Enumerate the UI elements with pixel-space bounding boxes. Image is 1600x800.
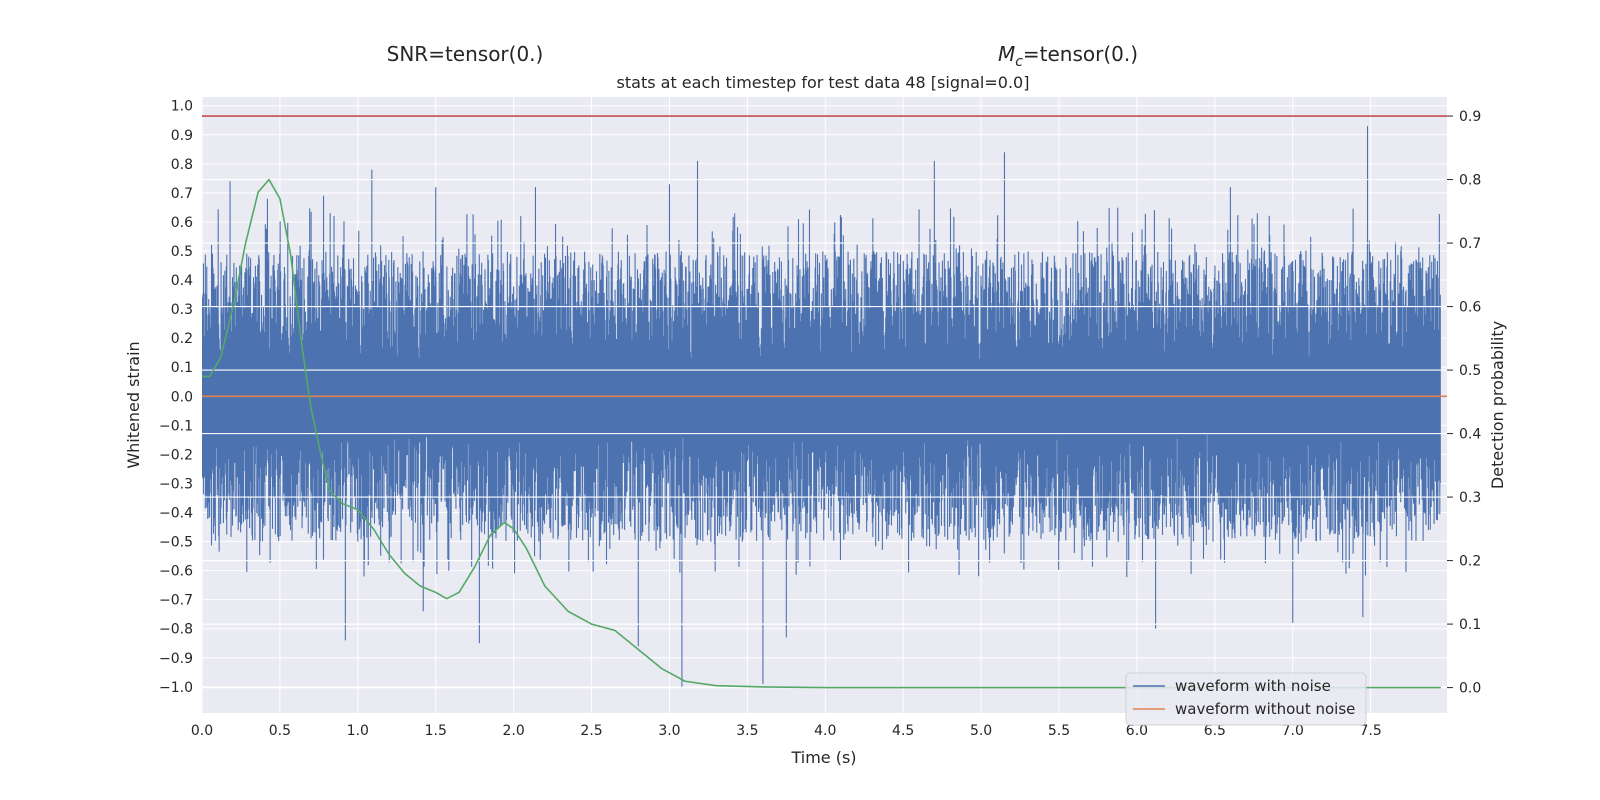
x-tick-label: 2.0 xyxy=(503,723,525,739)
x-tick-label: 7.5 xyxy=(1360,723,1382,739)
overlay-layer xyxy=(202,115,1447,689)
x-tick-label: 7.0 xyxy=(1282,723,1304,739)
y-left-tick-label: −1.0 xyxy=(159,680,193,696)
series-waveform-with-noise xyxy=(202,126,1441,687)
y-right-axis-label: Detection probability xyxy=(1488,321,1507,489)
y-right-tick-label: 0.0 xyxy=(1459,681,1481,697)
y-left-tick-label: 0.0 xyxy=(171,389,193,405)
y-left-tick-label: 0.8 xyxy=(171,157,193,173)
y-left-tick-label: −0.3 xyxy=(159,476,193,492)
x-tick-label: 0.5 xyxy=(269,723,291,739)
y-left-tick-label: 1.0 xyxy=(171,99,193,115)
y-left-tick-label: 0.2 xyxy=(171,331,193,347)
y-left-tick-label: −0.5 xyxy=(159,535,193,551)
series-detection-probability xyxy=(202,178,1441,689)
mc-subscript: c xyxy=(1015,54,1023,70)
x-axis-ticks: 0.0 0.5 1.0 1.5 2.0 2.5 3.0 3.5 4.0 4.5 5.0 5.5 6.0 6… xyxy=(191,723,1382,739)
y-left-tick-label: 0.6 xyxy=(171,215,193,231)
snr-title: SNR=tensor(0.) xyxy=(387,42,544,66)
y-right-tick-label: 0.6 xyxy=(1459,300,1481,316)
x-tick-label: 0.0 xyxy=(191,723,213,739)
legend-label-noise: waveform with noise xyxy=(1175,677,1331,695)
right-grid-lines xyxy=(202,115,1447,689)
y-right-axis-ticks: 0.9 0.8 0.7 0.6 0.5 0.4 0.3 0.2 0.1 0.0 xyxy=(1447,109,1481,697)
mc-title: Mc=tensor(0.) xyxy=(998,42,1138,70)
x-axis-label: Time (s) xyxy=(790,748,856,767)
y-right-tick-label: 0.2 xyxy=(1459,554,1481,570)
y-right-tick-label: 0.3 xyxy=(1459,490,1481,506)
mc-value: =tensor(0.) xyxy=(1023,42,1138,66)
legend-box xyxy=(1125,672,1367,726)
y-left-tick-label: 0.4 xyxy=(171,273,193,289)
x-tick-label: 4.5 xyxy=(892,723,914,739)
x-tick-label: 5.5 xyxy=(1048,723,1070,739)
y-right-tick-label: 0.1 xyxy=(1459,617,1481,633)
y-left-tick-label: 0.3 xyxy=(171,302,193,318)
legend: waveform with noise waveform without noi… xyxy=(1125,672,1367,726)
y-left-axis-label: Whitened strain xyxy=(124,341,143,468)
y-right-tick-label: 0.7 xyxy=(1459,236,1481,252)
y-right-tick-label: 0.9 xyxy=(1459,109,1481,125)
y-left-tick-label: −0.2 xyxy=(159,447,193,463)
y-left-tick-label: 0.9 xyxy=(171,128,193,144)
y-left-tick-label: 0.1 xyxy=(171,360,193,376)
y-left-tick-label: 0.7 xyxy=(171,186,193,202)
subtitle: stats at each timestep for test data 48 … xyxy=(617,73,1030,92)
x-tick-label: 2.5 xyxy=(580,723,602,739)
y-left-tick-label: −0.8 xyxy=(159,622,193,638)
y-left-tick-label: −0.6 xyxy=(159,564,193,580)
y-left-axis-ticks: 1.0 0.9 0.8 0.7 0.6 0.5 0.4 0.3 0.2 0.1 0.0 −0.1 −0.… xyxy=(159,99,193,696)
y-left-tick-label: −0.9 xyxy=(159,651,193,667)
x-tick-label: 4.0 xyxy=(814,723,836,739)
legend-label-clean: waveform without noise xyxy=(1175,700,1355,718)
y-right-tick-label: 0.8 xyxy=(1459,173,1481,189)
x-tick-label: 1.5 xyxy=(425,723,447,739)
y-left-tick-label: 0.5 xyxy=(171,244,193,260)
x-tick-label: 3.0 xyxy=(658,723,680,739)
y-right-tick-label: 0.5 xyxy=(1459,363,1481,379)
x-tick-label: 5.0 xyxy=(970,723,992,739)
x-tick-label: 3.5 xyxy=(736,723,758,739)
y-left-tick-label: −0.1 xyxy=(159,418,193,434)
y-left-tick-label: −0.7 xyxy=(159,593,193,609)
x-tick-label: 6.5 xyxy=(1204,723,1226,739)
x-tick-label: 1.0 xyxy=(347,723,369,739)
y-left-tick-label: −0.4 xyxy=(159,506,193,522)
data-layer xyxy=(202,126,1441,687)
mc-symbol: M xyxy=(998,42,1015,66)
x-tick-label: 6.0 xyxy=(1126,723,1148,739)
y-right-tick-label: 0.4 xyxy=(1459,427,1481,443)
